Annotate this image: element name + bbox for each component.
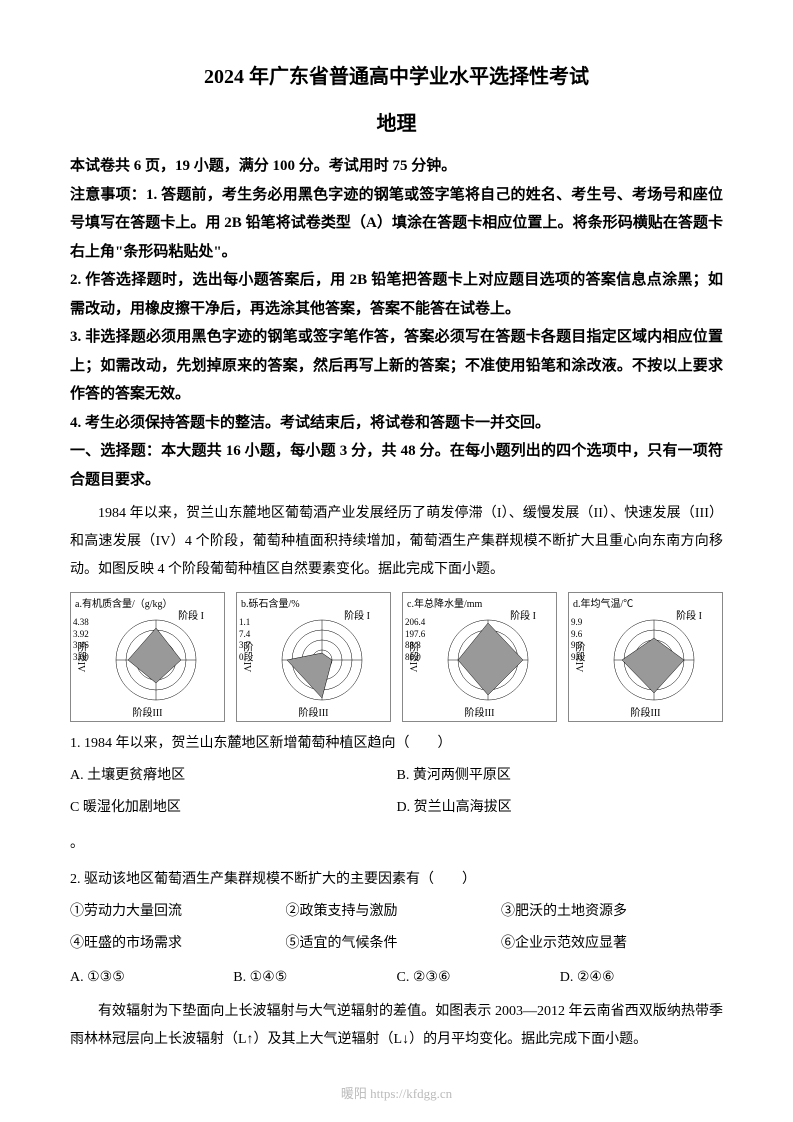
q1-option-b: B. 黄河两侧平原区 — [397, 762, 724, 790]
q1-stem: 1. 1984 年以来，贺兰山东麓地区新增葡萄种植区趋向（ ） — [70, 730, 723, 758]
q2-factor-4: ④旺盛的市场需求 — [70, 930, 285, 958]
q1-options-row2: C 暖湿化加剧地区 D. 贺兰山高海拔区 — [70, 794, 723, 822]
radar-chart-icon — [106, 613, 206, 708]
passage-1: 1984 年以来，贺兰山东麓地区葡萄酒产业发展经历了萌发停滞（I）、缓慢发展（I… — [70, 500, 723, 584]
q2-option-c: C. ②③⑥ — [397, 964, 560, 992]
chart-c: c.年总降水量/mm 阶段 I 206.4 197.6 88.8 80.0 阶段… — [402, 592, 557, 722]
q2-factors-row1: ①劳动力大量回流 ②政策支持与激励 ③肥沃的土地资源多 — [70, 898, 723, 926]
chart-d: d.年均气温/℃ 阶段 I 9.9 9.6 9.3 9.0 阶段IV 阶段III — [568, 592, 723, 722]
section-1-header: 一、选择题：本大题共 16 小题，每小题 3 分，共 48 分。在每小题列出的四… — [70, 437, 723, 494]
q2-option-a: A. ①③⑤ — [70, 964, 233, 992]
chart-b: b.砾石含量/% 阶段 I 1.1 7.4 3.7 0 阶段IV 阶段III — [236, 592, 391, 722]
exam-title: 2024 年广东省普通高中学业水平选择性考试 — [70, 60, 723, 89]
chart-a-bottom: 阶段III — [133, 704, 163, 719]
radar-chart-icon — [604, 613, 704, 708]
tick: 197.6 — [405, 629, 425, 641]
passage-2: 有效辐射为下垫面向上长波辐射与大气逆辐射的差值。如图表示 2003—2012 年… — [70, 998, 723, 1054]
q1-option-d: D. 贺兰山高海拔区 — [397, 794, 724, 822]
instruction-line5: 4. 考生必须保持答题卡的整洁。考试结束后，将试卷和答题卡一并交回。 — [70, 409, 723, 438]
tick: 206.4 — [405, 617, 425, 629]
q1-option-c: C 暖湿化加剧地区 — [70, 794, 397, 822]
tick: 9.9 — [571, 617, 582, 629]
q2-factor-5: ⑤适宜的气候条件 — [285, 930, 500, 958]
radar-chart-icon — [438, 613, 538, 708]
tick: 3.92 — [73, 629, 89, 641]
instruction-line4: 3. 非选择题必须用黑色字迹的钢笔或签字笔作答，答案必须写在答题卡各题目指定区域… — [70, 323, 723, 409]
instruction-line2: 注意事项：1. 答题前，考生务必用黑色字迹的钢笔或签字笔将自己的姓名、考生号、考… — [70, 181, 723, 267]
q2-options: A. ①③⑤ B. ①④⑤ C. ②③⑥ D. ②④⑥ — [70, 964, 723, 992]
watermark: 暖阳 https://kfdgg.cn — [0, 1083, 793, 1102]
q2-factor-6: ⑥企业示范效应显著 — [501, 930, 716, 958]
q2-factor-2: ②政策支持与激励 — [285, 898, 500, 926]
chart-d-bottom: 阶段III — [631, 704, 661, 719]
chart-c-left: 阶段IV — [405, 642, 420, 673]
radar-chart-icon — [272, 613, 372, 708]
chart-b-bottom: 阶段III — [299, 704, 329, 719]
tick: 4.38 — [73, 617, 89, 629]
chart-d-title: d.年均气温/℃ — [573, 595, 633, 610]
chart-a-left: 阶段IV — [73, 642, 88, 673]
q2-option-d: D. ②④⑥ — [560, 964, 723, 992]
q2-factor-3: ③肥沃的土地资源多 — [501, 898, 716, 926]
q2-option-b: B. ①④⑤ — [233, 964, 396, 992]
exam-subject: 地理 — [70, 107, 723, 136]
tick: 9.6 — [571, 629, 582, 641]
chart-c-bottom: 阶段III — [465, 704, 495, 719]
charts-row: a.有机质含量/（g/kg） 阶段 I 4.38 3.92 3.46 3.00 … — [70, 592, 723, 722]
chart-c-title: c.年总降水量/mm — [407, 595, 482, 610]
q1-options-row1: A. 土壤更贫瘠地区 B. 黄河两侧平原区 — [70, 762, 723, 790]
tick: 7.4 — [239, 629, 250, 641]
chart-d-left: 阶段IV — [571, 642, 586, 673]
q2-factor-1: ①劳动力大量回流 — [70, 898, 285, 926]
chart-b-title: b.砾石含量/% — [241, 595, 300, 610]
instruction-line3: 2. 作答选择题时，选出每小题答案后，用 2B 铅笔把答题卡上对应题目选项的答案… — [70, 266, 723, 323]
tick: 1.1 — [239, 617, 250, 629]
q1-extra: 。 — [70, 830, 723, 858]
instruction-line1: 本试卷共 6 页，19 小题，满分 100 分。考试用时 75 分钟。 — [70, 152, 723, 181]
q1-option-a: A. 土壤更贫瘠地区 — [70, 762, 397, 790]
q2-factors-row2: ④旺盛的市场需求 ⑤适宜的气候条件 ⑥企业示范效应显著 — [70, 930, 723, 958]
chart-a: a.有机质含量/（g/kg） 阶段 I 4.38 3.92 3.46 3.00 … — [70, 592, 225, 722]
q2-stem: 2. 驱动该地区葡萄酒生产集群规模不断扩大的主要因素有（ ） — [70, 866, 723, 894]
chart-b-left: 阶段IV — [239, 642, 254, 673]
chart-a-title: a.有机质含量/（g/kg） — [75, 595, 173, 610]
